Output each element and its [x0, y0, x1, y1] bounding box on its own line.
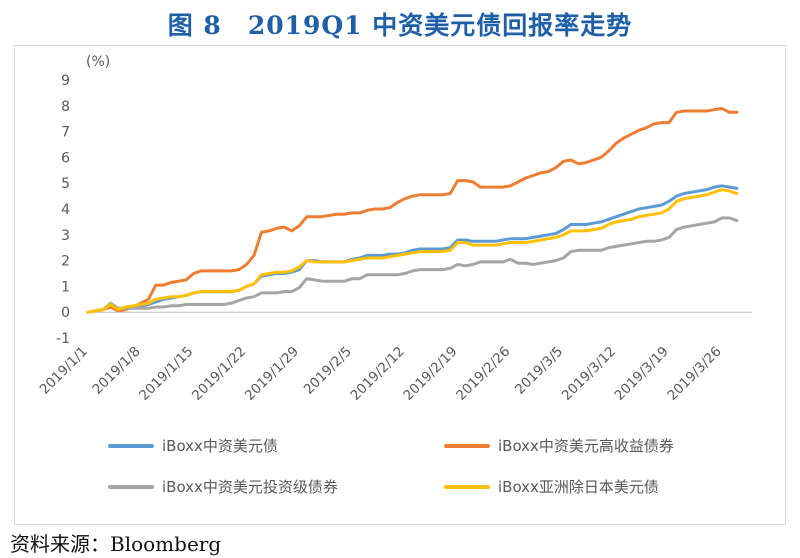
y-tick-label: 0	[61, 305, 70, 321]
x-tick-label: 2019/2/5	[301, 344, 355, 398]
series-line-3	[86, 216, 739, 314]
y-tick-label: 6	[61, 150, 70, 166]
y-tick-label: 8	[61, 99, 70, 115]
x-tick-label: 2019/3/19	[612, 344, 672, 404]
x-tick-label: 2019/1/8	[89, 344, 143, 398]
chart-frame	[14, 45, 786, 525]
x-tick-label: 2019/1/29	[242, 344, 302, 404]
y-tick-label: 9	[61, 73, 70, 89]
x-tick-label: 2019/2/12	[347, 344, 407, 404]
series-line-4	[86, 188, 739, 314]
legend-label-2: iBoxx中资美元高收益债券	[498, 437, 674, 455]
y-tick-label: 7	[61, 125, 70, 141]
y-tick-label: 1	[61, 279, 70, 295]
legend-label-3: iBoxx中资美元投资级债券	[162, 478, 338, 496]
series-line-1	[86, 184, 739, 314]
x-tick-label: 2019/1/15	[136, 344, 196, 404]
y-tick-label: 4	[61, 202, 70, 218]
y-tick-label: 3	[61, 228, 70, 244]
x-tick-label: 2019/1/22	[189, 344, 249, 404]
source-note: 资料来源：Bloomberg	[10, 532, 222, 556]
legend-label-4: iBoxx亚洲除日本美元债	[498, 478, 659, 496]
x-tick-label: 2019/3/26	[664, 344, 724, 404]
chart-title: 图 8 2019Q1 中资美元债回报率走势	[167, 11, 633, 40]
x-tick-label: 2019/2/19	[400, 344, 460, 404]
series-line-2	[86, 106, 739, 314]
x-tick-label: 2019/3/12	[559, 344, 619, 404]
x-tick-label: 2019/3/5	[512, 344, 566, 398]
x-tick-label: 2019/1/1	[37, 344, 91, 398]
x-tick-label: 2019/2/26	[453, 344, 513, 404]
y-unit-label: (%)	[86, 54, 110, 70]
y-tick-label: 2	[61, 254, 70, 270]
y-tick-label: -1	[56, 331, 70, 347]
line-chart: -1 0 1 2 3 4 5 6 7 8 9 (%) 2019/1/12019/1/82019/1/15…	[37, 54, 752, 496]
y-tick-label: 5	[61, 176, 70, 192]
legend-label-1: iBoxx中资美元债	[162, 437, 278, 455]
